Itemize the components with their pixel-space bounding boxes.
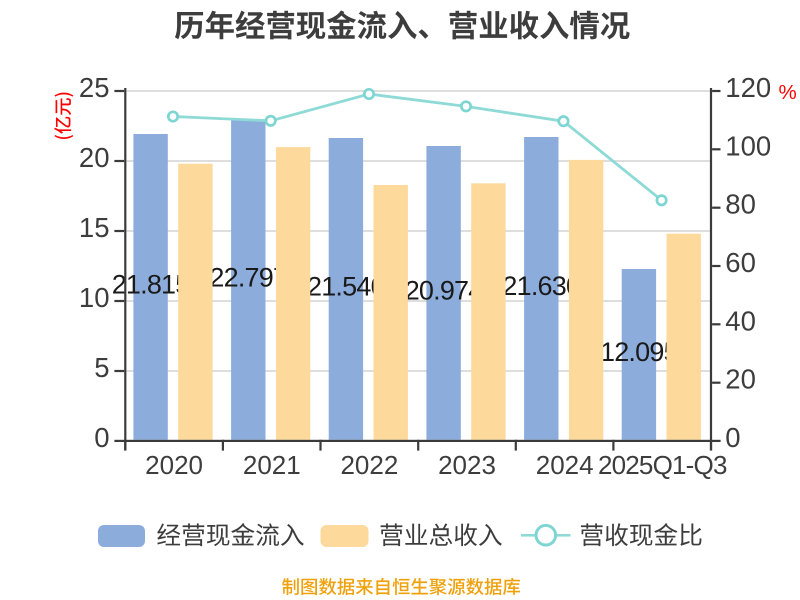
svg-text:5: 5 <box>94 352 109 383</box>
svg-text:0: 0 <box>725 422 740 453</box>
svg-text:15: 15 <box>79 212 110 243</box>
svg-text:12.095: 12.095 <box>600 337 678 367</box>
svg-text:21.815: 21.815 <box>112 269 190 299</box>
svg-text:10: 10 <box>79 282 110 313</box>
svg-text:2024: 2024 <box>536 450 594 480</box>
svg-text:40: 40 <box>725 305 756 336</box>
svg-text:80: 80 <box>725 189 756 220</box>
svg-text:2021: 2021 <box>243 450 301 480</box>
svg-text:60: 60 <box>725 247 756 278</box>
svg-text:20.974: 20.974 <box>405 275 484 305</box>
svg-text:100: 100 <box>725 130 771 161</box>
svg-text:22.797: 22.797 <box>209 263 287 293</box>
svg-text:120: 120 <box>725 72 771 103</box>
svg-text:25: 25 <box>79 72 110 103</box>
svg-text:2025Q1-Q3: 2025Q1-Q3 <box>598 450 727 480</box>
svg-text:21.630: 21.630 <box>502 271 580 301</box>
svg-text:2020: 2020 <box>145 450 203 480</box>
svg-text:2022: 2022 <box>340 450 398 480</box>
svg-text:0: 0 <box>94 422 109 453</box>
svg-text:%: % <box>779 81 797 104</box>
svg-text:20: 20 <box>79 142 110 173</box>
svg-text:2023: 2023 <box>438 450 496 480</box>
svg-text:21.540: 21.540 <box>307 271 385 301</box>
svg-text:20: 20 <box>725 364 756 395</box>
